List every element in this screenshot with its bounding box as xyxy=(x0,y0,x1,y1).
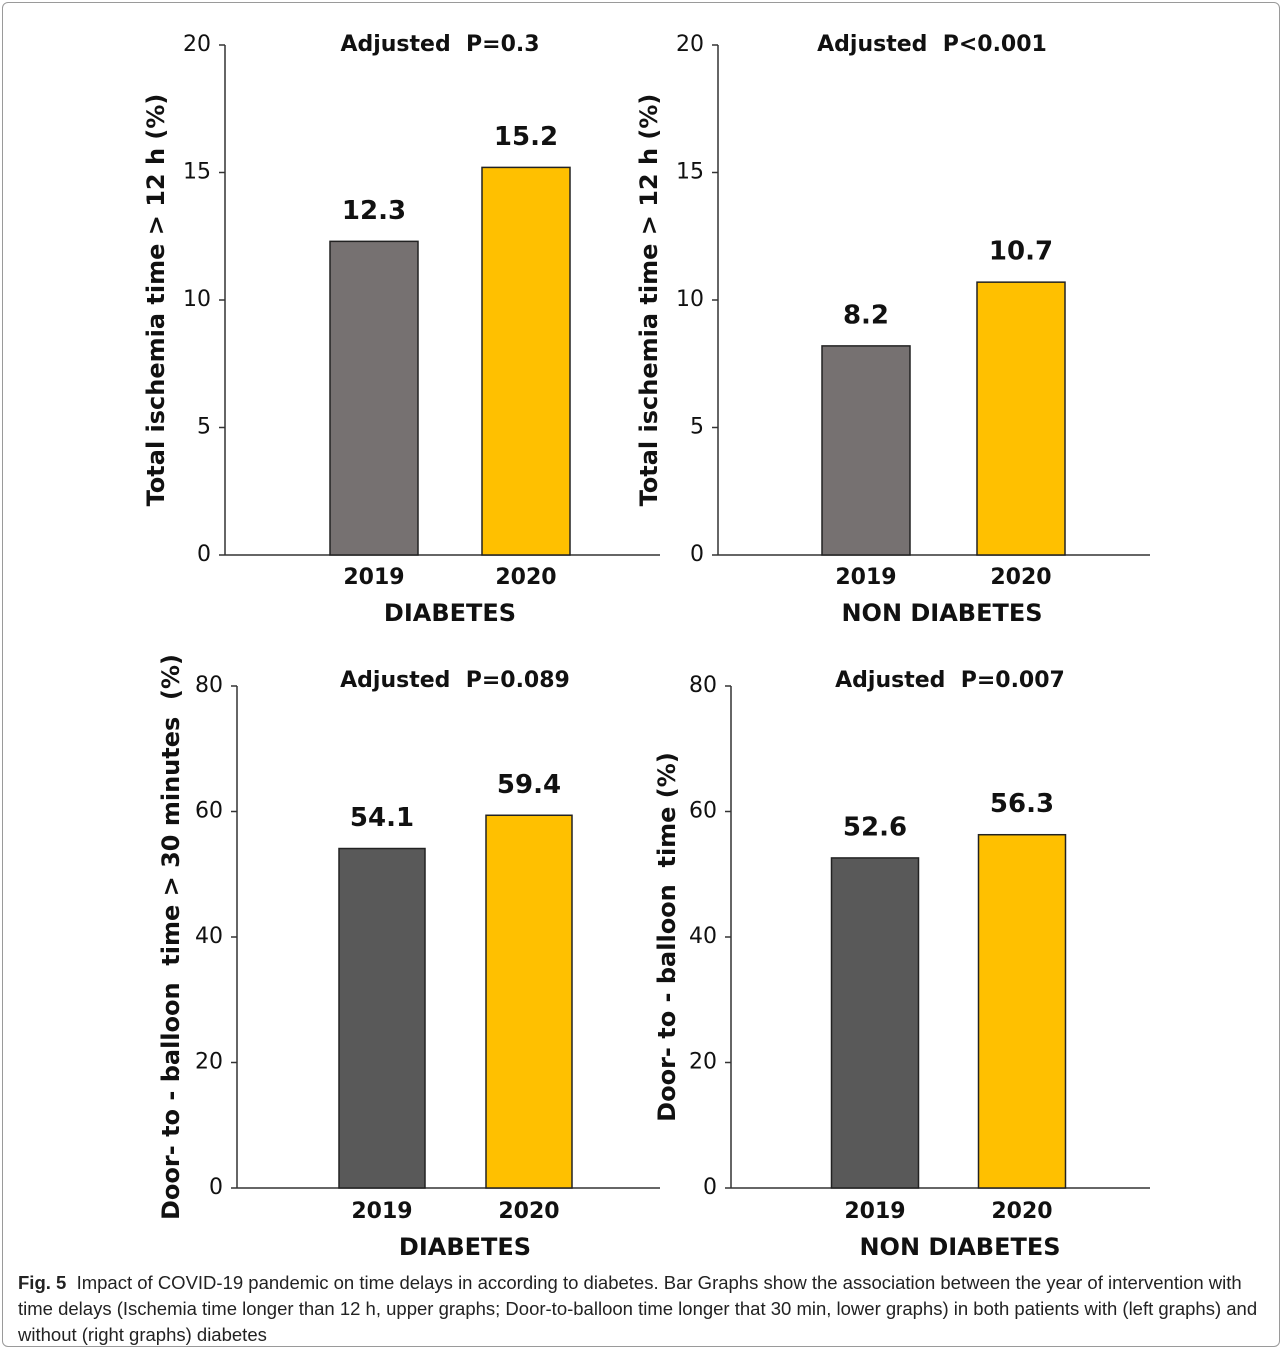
y-tick-label: 40 xyxy=(195,924,223,949)
bar xyxy=(821,345,911,556)
y-tick-label: 80 xyxy=(689,673,717,698)
x-tick-label: 2019 xyxy=(351,1199,412,1224)
y-axis-label: Total ischemia time > 12 h (%) xyxy=(635,94,663,507)
caption-text: Impact of COVID-19 pandemic on time dela… xyxy=(18,1272,1258,1345)
chart-title: Adjusted P=0.089 xyxy=(340,668,570,693)
y-tick-label: 5 xyxy=(690,415,704,440)
chart-title: Adjusted P=0.3 xyxy=(340,32,539,57)
bar xyxy=(338,847,426,1189)
y-tick-label: 0 xyxy=(197,542,211,567)
chart-title: Adjusted P<0.001 xyxy=(817,32,1047,57)
x-axis-label: NON DIABETES xyxy=(841,599,1042,627)
x-tick-label: 2019 xyxy=(835,565,896,590)
y-tick-label: 60 xyxy=(689,799,717,824)
value-label: 56.3 xyxy=(990,789,1054,819)
y-tick-label: 20 xyxy=(195,1050,223,1075)
x-tick-label: 2020 xyxy=(991,1199,1052,1224)
value-label: 54.1 xyxy=(350,803,414,833)
y-tick-label: 10 xyxy=(676,287,704,312)
x-tick-label: 2019 xyxy=(343,565,404,590)
bar xyxy=(485,814,573,1189)
x-tick-label: 2020 xyxy=(495,565,556,590)
y-tick-label: 40 xyxy=(689,924,717,949)
value-label: 59.4 xyxy=(497,770,561,800)
y-axis-label: Door- to - balloon time (%) xyxy=(653,752,681,1122)
y-tick-label: 60 xyxy=(195,799,223,824)
y-tick-label: 20 xyxy=(183,32,211,57)
y-tick-label: 0 xyxy=(690,542,704,567)
bar xyxy=(830,857,920,1189)
y-tick-label: 20 xyxy=(689,1050,717,1075)
y-tick-label: 0 xyxy=(703,1175,717,1200)
bar xyxy=(976,281,1066,556)
y-tick-label: 0 xyxy=(209,1175,223,1200)
caption: Fig. 5 Impact of COVID-19 pandemic on ti… xyxy=(18,1270,1268,1348)
y-axis-label: Door- to - balloon time > 30 minutes (%) xyxy=(157,654,185,1220)
y-axis-label: Total ischemia time > 12 h (%) xyxy=(142,94,170,507)
y-tick-label: 10 xyxy=(183,287,211,312)
value-label: 12.3 xyxy=(342,196,406,226)
x-axis-label: DIABETES xyxy=(384,599,516,627)
value-label: 10.7 xyxy=(989,237,1053,267)
value-label: 8.2 xyxy=(843,300,889,330)
caption-label: Fig. 5 xyxy=(18,1272,67,1293)
value-label: 15.2 xyxy=(494,122,558,152)
bar xyxy=(329,240,419,556)
bar xyxy=(977,833,1067,1189)
y-tick-label: 80 xyxy=(195,673,223,698)
x-tick-label: 2019 xyxy=(844,1199,905,1224)
x-tick-label: 2020 xyxy=(498,1199,559,1224)
bar xyxy=(481,166,571,556)
x-tick-label: 2020 xyxy=(990,565,1051,590)
value-label: 52.6 xyxy=(843,812,907,842)
y-tick-label: 20 xyxy=(676,32,704,57)
x-axis-label: DIABETES xyxy=(399,1233,531,1261)
x-axis-label: NON DIABETES xyxy=(859,1233,1060,1261)
y-tick-label: 15 xyxy=(676,160,704,185)
chart-title: Adjusted P=0.007 xyxy=(835,668,1065,693)
y-tick-label: 15 xyxy=(183,160,211,185)
y-tick-label: 5 xyxy=(197,415,211,440)
